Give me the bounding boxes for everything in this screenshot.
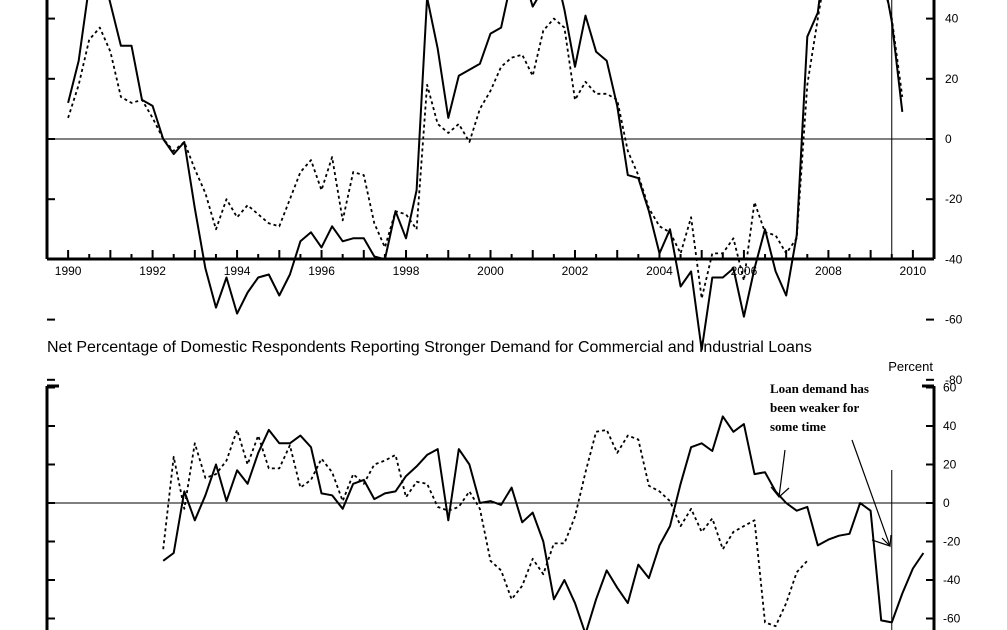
x-tick-label: 1998: [393, 264, 420, 278]
x-tick-label: 1992: [139, 264, 166, 278]
annotation-arrow-1: [778, 449, 786, 498]
y-tick-label: -40: [943, 573, 961, 587]
y-tick-label: 40: [943, 419, 957, 433]
unit-label: Percent: [888, 359, 933, 374]
y-tick-label: 0: [943, 496, 950, 510]
annotation-arrow-2: [851, 439, 891, 547]
annotation-text: Loan demand has: [770, 381, 869, 396]
x-tick-label: 2002: [562, 264, 589, 278]
y-tick-label: 60: [943, 381, 957, 395]
y-tick-label: -80: [945, 373, 963, 387]
series-solid-line: [67, 0, 904, 351]
y-tick-label: 20: [943, 458, 957, 472]
x-tick-label: 1990: [55, 264, 82, 278]
y-tick-label: 40: [945, 12, 959, 26]
x-tick-label: 1994: [224, 264, 251, 278]
y-tick-label: -40: [945, 252, 963, 266]
x-tick-label: 2010: [900, 264, 927, 278]
annotation-arrow-3: [871, 539, 891, 547]
y-tick-label: -20: [943, 535, 961, 549]
y-tick-label: 20: [945, 72, 959, 86]
x-tick-label: 1996: [308, 264, 335, 278]
top-chart: -80-60-40-200204060801990199219941996199…: [45, 0, 963, 387]
x-tick-label: 2006: [731, 264, 758, 278]
chart-title: Net Percentage of Domestic Respondents R…: [47, 339, 812, 356]
annotation-text: been weaker for: [770, 400, 860, 415]
x-tick-label: 2000: [477, 264, 504, 278]
series-dotted-line: [67, 0, 904, 300]
y-tick-label: -20: [945, 192, 963, 206]
y-tick-label: -60: [943, 612, 961, 626]
x-tick-label: 2004: [646, 264, 673, 278]
annotation-text: some time: [770, 419, 826, 434]
arrow-head-1: [770, 486, 790, 498]
bottom-chart: Net Percentage of Domestic Respondents R…: [45, 339, 961, 630]
x-tick-label: 2008: [815, 264, 842, 278]
series-solid-line: [162, 415, 925, 630]
y-tick-label: 0: [945, 132, 952, 146]
series-dotted-line: [162, 429, 808, 628]
y-tick-label: -60: [945, 313, 963, 327]
